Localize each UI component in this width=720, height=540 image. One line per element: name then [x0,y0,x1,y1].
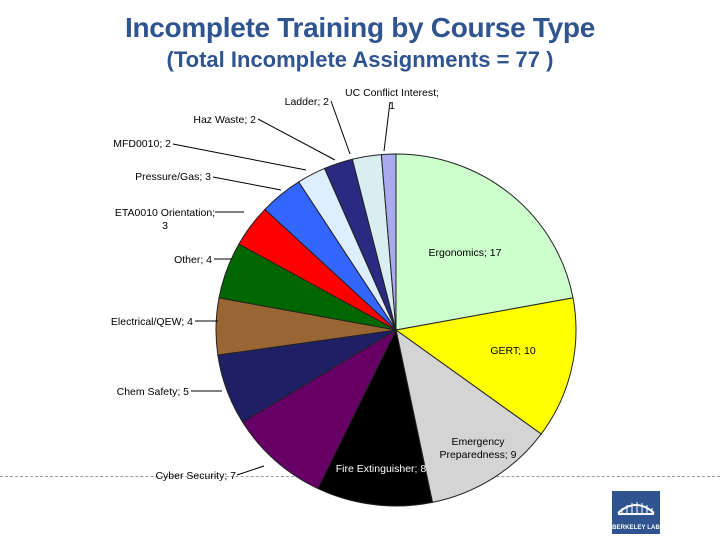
chart-subtitle: (Total Incomplete Assignments = 77 ) [166,47,554,72]
data-label-emergency-preparedness: Emergency Preparedness; 9 [439,436,516,461]
data-label-ladder: Ladder; 2 [285,96,330,108]
data-label-haz-waste: Haz Waste; 2 [193,114,256,126]
data-label-fire-extinguisher: Fire Extinguisher; 8 [336,463,427,475]
data-label-other: Other; 4 [174,254,212,266]
data-label-chem-safety: Chem Safety; 5 [117,386,190,398]
leader-line-haz-waste [257,118,336,161]
leader-line-pressure-gas [212,176,282,191]
data-label-pressure-gas: Pressure/Gas; 3 [135,171,211,183]
data-label-uc-conflict-interest: UC Conflict Interest; 1 [345,87,439,112]
data-label-gert: GERT; 10 [490,345,535,357]
pie-slice-uc-conflict-interest [380,153,397,331]
pie-labels: Ergonomics; 17 GERT; 10 Emergency Preparedn… [111,87,536,482]
chart-title: Incomplete Training by Course Type [124,12,596,43]
pie-slice-ergonomics [395,153,574,331]
pie-slice-gert [394,297,577,435]
data-label-electrical-qew: Electrical/QEW; 4 [111,316,193,328]
pie-slice-fire-extinguisher [317,328,434,507]
berkeley-lab-logo: BERKELEY LAB [612,491,660,534]
leader-line-mfd0010 [172,143,307,171]
leader-line-uc-conflict-interest [383,101,391,152]
leader-line-cyber-security [236,465,265,476]
pie-slice-cyber-security [241,328,398,490]
pie-slices [215,153,577,507]
lab-building-icon [617,502,655,515]
leader-line-ladder [330,100,351,155]
data-label-ergonomics: Ergonomics; 17 [429,247,502,259]
pie-slice-emergency-preparedness [395,328,542,503]
data-label-mfd0010: MFD0010; 2 [113,138,171,150]
data-label-cyber-security: Cyber Security; 7 [155,470,236,482]
logo-text: BERKELEY LAB [612,525,660,531]
data-label-eta0010-orientation: ETA0010 Orientation; 3 [115,207,215,232]
